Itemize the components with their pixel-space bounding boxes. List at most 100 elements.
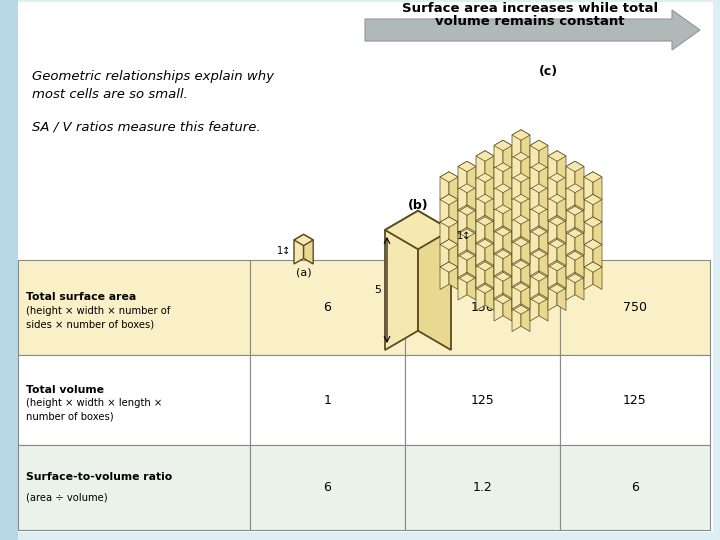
Polygon shape bbox=[494, 230, 503, 258]
Polygon shape bbox=[539, 293, 548, 321]
Polygon shape bbox=[385, 211, 418, 350]
Polygon shape bbox=[467, 251, 476, 279]
Text: Total volume: Total volume bbox=[26, 385, 104, 395]
Polygon shape bbox=[440, 172, 458, 183]
Polygon shape bbox=[494, 163, 512, 173]
Polygon shape bbox=[494, 206, 503, 234]
Polygon shape bbox=[458, 229, 476, 239]
Polygon shape bbox=[566, 229, 575, 256]
Bar bbox=[405, 260, 560, 355]
Text: volume remains constant: volume remains constant bbox=[436, 15, 625, 28]
Polygon shape bbox=[485, 151, 494, 179]
Polygon shape bbox=[548, 239, 566, 249]
Polygon shape bbox=[548, 241, 557, 268]
Polygon shape bbox=[294, 234, 304, 264]
Polygon shape bbox=[530, 183, 548, 193]
Polygon shape bbox=[512, 172, 521, 199]
Polygon shape bbox=[494, 249, 503, 278]
Bar bbox=[18, 260, 250, 355]
Polygon shape bbox=[512, 195, 521, 224]
Polygon shape bbox=[476, 173, 485, 201]
Polygon shape bbox=[593, 239, 602, 267]
Text: SA / V ratios measure this feature.: SA / V ratios measure this feature. bbox=[32, 120, 261, 133]
Polygon shape bbox=[512, 197, 521, 225]
Polygon shape bbox=[494, 161, 503, 189]
Polygon shape bbox=[530, 251, 548, 262]
Polygon shape bbox=[584, 217, 593, 245]
Polygon shape bbox=[557, 151, 566, 179]
Polygon shape bbox=[512, 173, 521, 201]
Polygon shape bbox=[494, 184, 512, 194]
Polygon shape bbox=[548, 283, 557, 310]
Polygon shape bbox=[530, 205, 539, 233]
Polygon shape bbox=[530, 227, 539, 255]
Polygon shape bbox=[548, 262, 557, 289]
Polygon shape bbox=[503, 227, 512, 255]
Polygon shape bbox=[476, 283, 494, 293]
Polygon shape bbox=[539, 161, 548, 189]
Polygon shape bbox=[494, 226, 512, 237]
Polygon shape bbox=[539, 208, 548, 235]
Polygon shape bbox=[485, 260, 494, 288]
Polygon shape bbox=[485, 173, 494, 201]
Polygon shape bbox=[548, 239, 557, 267]
Polygon shape bbox=[566, 206, 575, 234]
Text: (a): (a) bbox=[296, 268, 312, 278]
Polygon shape bbox=[548, 195, 566, 206]
Polygon shape bbox=[476, 172, 485, 199]
Polygon shape bbox=[494, 163, 503, 191]
Polygon shape bbox=[494, 184, 503, 212]
Polygon shape bbox=[494, 271, 503, 299]
Polygon shape bbox=[512, 281, 521, 309]
Polygon shape bbox=[449, 217, 458, 245]
Polygon shape bbox=[494, 251, 503, 279]
Text: 1↕: 1↕ bbox=[456, 231, 471, 241]
Polygon shape bbox=[566, 249, 584, 260]
Polygon shape bbox=[521, 197, 530, 225]
Polygon shape bbox=[512, 303, 530, 314]
Polygon shape bbox=[548, 173, 566, 184]
Polygon shape bbox=[584, 217, 602, 227]
Polygon shape bbox=[512, 173, 530, 184]
Polygon shape bbox=[494, 227, 503, 255]
Polygon shape bbox=[440, 239, 458, 249]
Polygon shape bbox=[503, 203, 512, 231]
Bar bbox=[0, 0, 18, 540]
Polygon shape bbox=[530, 208, 548, 218]
Text: (height × width × length ×
number of boxes): (height × width × length × number of box… bbox=[26, 399, 162, 422]
Polygon shape bbox=[530, 272, 539, 300]
Polygon shape bbox=[557, 238, 566, 266]
Polygon shape bbox=[539, 185, 548, 213]
Polygon shape bbox=[539, 226, 548, 253]
Polygon shape bbox=[548, 172, 566, 183]
Polygon shape bbox=[530, 183, 539, 210]
Polygon shape bbox=[476, 239, 494, 249]
Polygon shape bbox=[512, 239, 521, 267]
Polygon shape bbox=[494, 272, 503, 300]
Polygon shape bbox=[566, 227, 584, 238]
Polygon shape bbox=[539, 272, 548, 300]
Polygon shape bbox=[467, 205, 476, 233]
Text: 1.2: 1.2 bbox=[472, 481, 492, 494]
Polygon shape bbox=[575, 206, 584, 234]
Polygon shape bbox=[548, 215, 566, 226]
Polygon shape bbox=[494, 249, 512, 260]
Polygon shape bbox=[512, 220, 530, 230]
Polygon shape bbox=[503, 183, 512, 210]
Polygon shape bbox=[575, 272, 584, 300]
Polygon shape bbox=[476, 173, 494, 184]
Polygon shape bbox=[521, 151, 530, 179]
Polygon shape bbox=[476, 194, 494, 205]
Polygon shape bbox=[512, 241, 521, 268]
Polygon shape bbox=[476, 260, 494, 271]
Polygon shape bbox=[458, 227, 467, 255]
Polygon shape bbox=[566, 229, 584, 239]
Polygon shape bbox=[557, 218, 566, 246]
Polygon shape bbox=[440, 194, 449, 222]
Polygon shape bbox=[548, 172, 557, 199]
Polygon shape bbox=[512, 175, 530, 185]
Polygon shape bbox=[575, 229, 584, 256]
Polygon shape bbox=[530, 293, 539, 321]
Polygon shape bbox=[566, 183, 584, 193]
Polygon shape bbox=[548, 151, 557, 179]
